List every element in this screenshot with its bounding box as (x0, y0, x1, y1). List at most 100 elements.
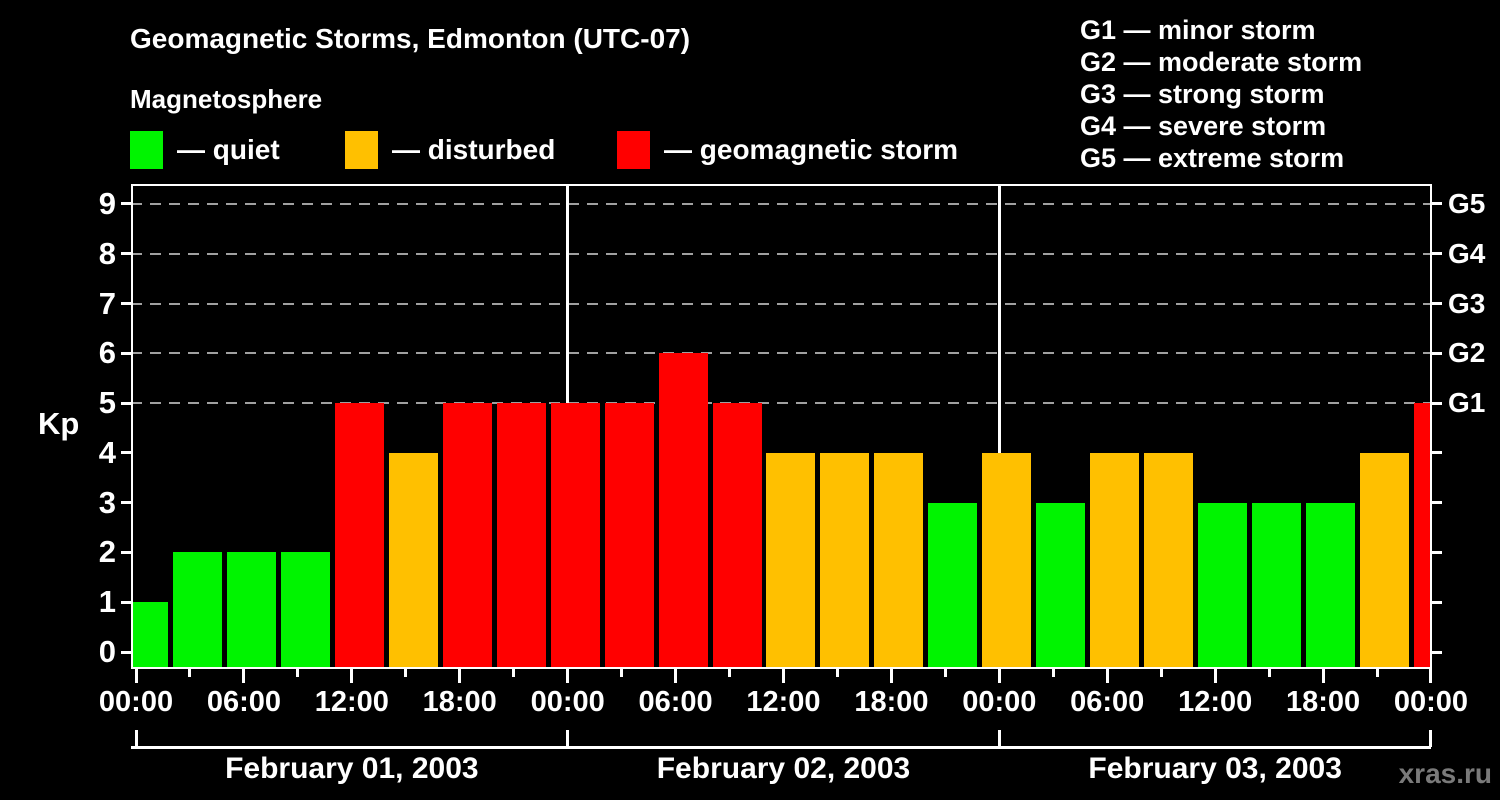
right-tick (1432, 302, 1442, 306)
right-tick (1432, 550, 1442, 554)
kp-bar (1198, 502, 1248, 669)
x-tick-major (566, 669, 570, 683)
disturbed-color-swatch (345, 131, 378, 169)
subtitle-magnetosphere: Magnetosphere (130, 84, 323, 114)
x-tick-label: 06:00 (638, 686, 713, 718)
kp-bar (1144, 452, 1194, 669)
date-axis-line (131, 746, 1431, 749)
date-axis-divider (1429, 730, 1433, 747)
kp-bar (820, 452, 870, 669)
storm-scale-legend: G1 — minor storm G2 — moderate storm G3 … (1080, 14, 1362, 174)
x-tick-minor (1051, 669, 1055, 677)
y-tick-label: 2 (98, 534, 116, 570)
storm-scale-g2: G2 — moderate storm (1080, 47, 1363, 77)
x-tick-minor (404, 669, 408, 677)
y-tick-label: 9 (98, 185, 116, 221)
date-label-feb01: February 01, 2003 (225, 752, 479, 785)
watermark: xras.ru (1398, 758, 1492, 789)
storm-scale-g3: G3 — strong storm (1080, 79, 1325, 109)
legend-item-disturbed: — disturbed (345, 131, 555, 169)
day-separator-line (997, 184, 1001, 669)
y-tick (121, 252, 131, 256)
x-tick-label: 06:00 (206, 686, 281, 718)
legend-label-quiet: — quiet (177, 134, 280, 165)
x-tick-major (350, 669, 354, 683)
storm-color-swatch (617, 131, 650, 169)
y-axis-label-kp: Kp (38, 406, 80, 441)
kp-bar (550, 403, 600, 669)
kp-bar (388, 452, 438, 669)
x-tick-label: 12:00 (314, 686, 389, 718)
kp-bar (1413, 403, 1432, 669)
x-tick-major (1213, 669, 1217, 683)
y-tick (121, 550, 131, 554)
plot-area (131, 184, 1432, 669)
x-tick-minor (188, 669, 192, 677)
x-tick-label: 00:00 (98, 686, 174, 718)
date-axis-divider (566, 730, 570, 747)
kp-bar (442, 403, 492, 669)
date-label-feb02: February 02, 2003 (656, 752, 911, 785)
legend-item-storm: — geomagnetic storm (617, 131, 958, 169)
g-level-label: G5 (1448, 187, 1486, 219)
kp-bar (1036, 502, 1086, 669)
x-tick-minor (512, 669, 516, 677)
y-tick-label: 0 (98, 634, 116, 669)
x-tick-major (674, 669, 678, 683)
y-tick-label: 5 (98, 385, 116, 421)
kp-bar (280, 552, 330, 669)
g-level-label: G1 (1448, 387, 1486, 419)
y-tick-label: 8 (98, 235, 116, 271)
kp-bar (131, 602, 168, 669)
x-tick-major (997, 669, 1001, 683)
kp-bar (928, 502, 978, 669)
x-tick-minor (835, 669, 839, 677)
kp-bar (1090, 452, 1140, 669)
y-tick (121, 202, 131, 206)
y-tick-label: 1 (98, 584, 116, 620)
x-tick-label: 12:00 (746, 686, 821, 718)
x-tick-major (1429, 669, 1433, 683)
right-tick (1432, 351, 1442, 355)
kp-bar (658, 353, 708, 669)
date-axis-divider (134, 730, 138, 747)
y-tick (121, 501, 131, 505)
x-tick-major (1321, 669, 1325, 683)
y-tick-label: 6 (98, 335, 116, 371)
right-tick (1432, 600, 1442, 604)
x-tick-label: 00:00 (1393, 686, 1469, 718)
g-level-label: G2 (1448, 337, 1486, 369)
kp-bar (874, 452, 924, 669)
right-tick (1432, 501, 1442, 505)
y-tick (121, 650, 131, 654)
y-tick-label: 3 (98, 484, 116, 520)
x-tick-minor (296, 669, 300, 677)
y-tick-label: 4 (98, 434, 116, 470)
y-tick (121, 451, 131, 455)
x-tick-major (889, 669, 893, 683)
x-tick-label: 12:00 (1178, 686, 1253, 718)
kp-bar (1306, 502, 1356, 669)
y-tick (121, 600, 131, 604)
x-tick-major (458, 669, 462, 683)
gridline-kp-8 (131, 252, 1432, 255)
y-tick (121, 401, 131, 405)
kp-bar (496, 403, 546, 669)
x-tick-label: 00:00 (530, 686, 605, 718)
x-tick-label: 18:00 (422, 686, 497, 718)
x-tick-label: 18:00 (1285, 686, 1361, 718)
storm-scale-g4: G4 — severe storm (1080, 111, 1327, 141)
x-tick-minor (728, 669, 732, 677)
x-tick-label: 18:00 (854, 686, 929, 718)
right-tick (1432, 650, 1442, 654)
quiet-color-swatch (130, 131, 163, 169)
gridline-kp-5 (131, 402, 1432, 405)
gridline-kp-6 (131, 352, 1432, 355)
x-tick-minor (1267, 669, 1271, 677)
x-tick-minor (1159, 669, 1163, 677)
kp-bar (1252, 502, 1302, 669)
kp-bar (604, 403, 654, 669)
x-tick-minor (1375, 669, 1379, 677)
x-tick-label: 00:00 (962, 686, 1037, 718)
